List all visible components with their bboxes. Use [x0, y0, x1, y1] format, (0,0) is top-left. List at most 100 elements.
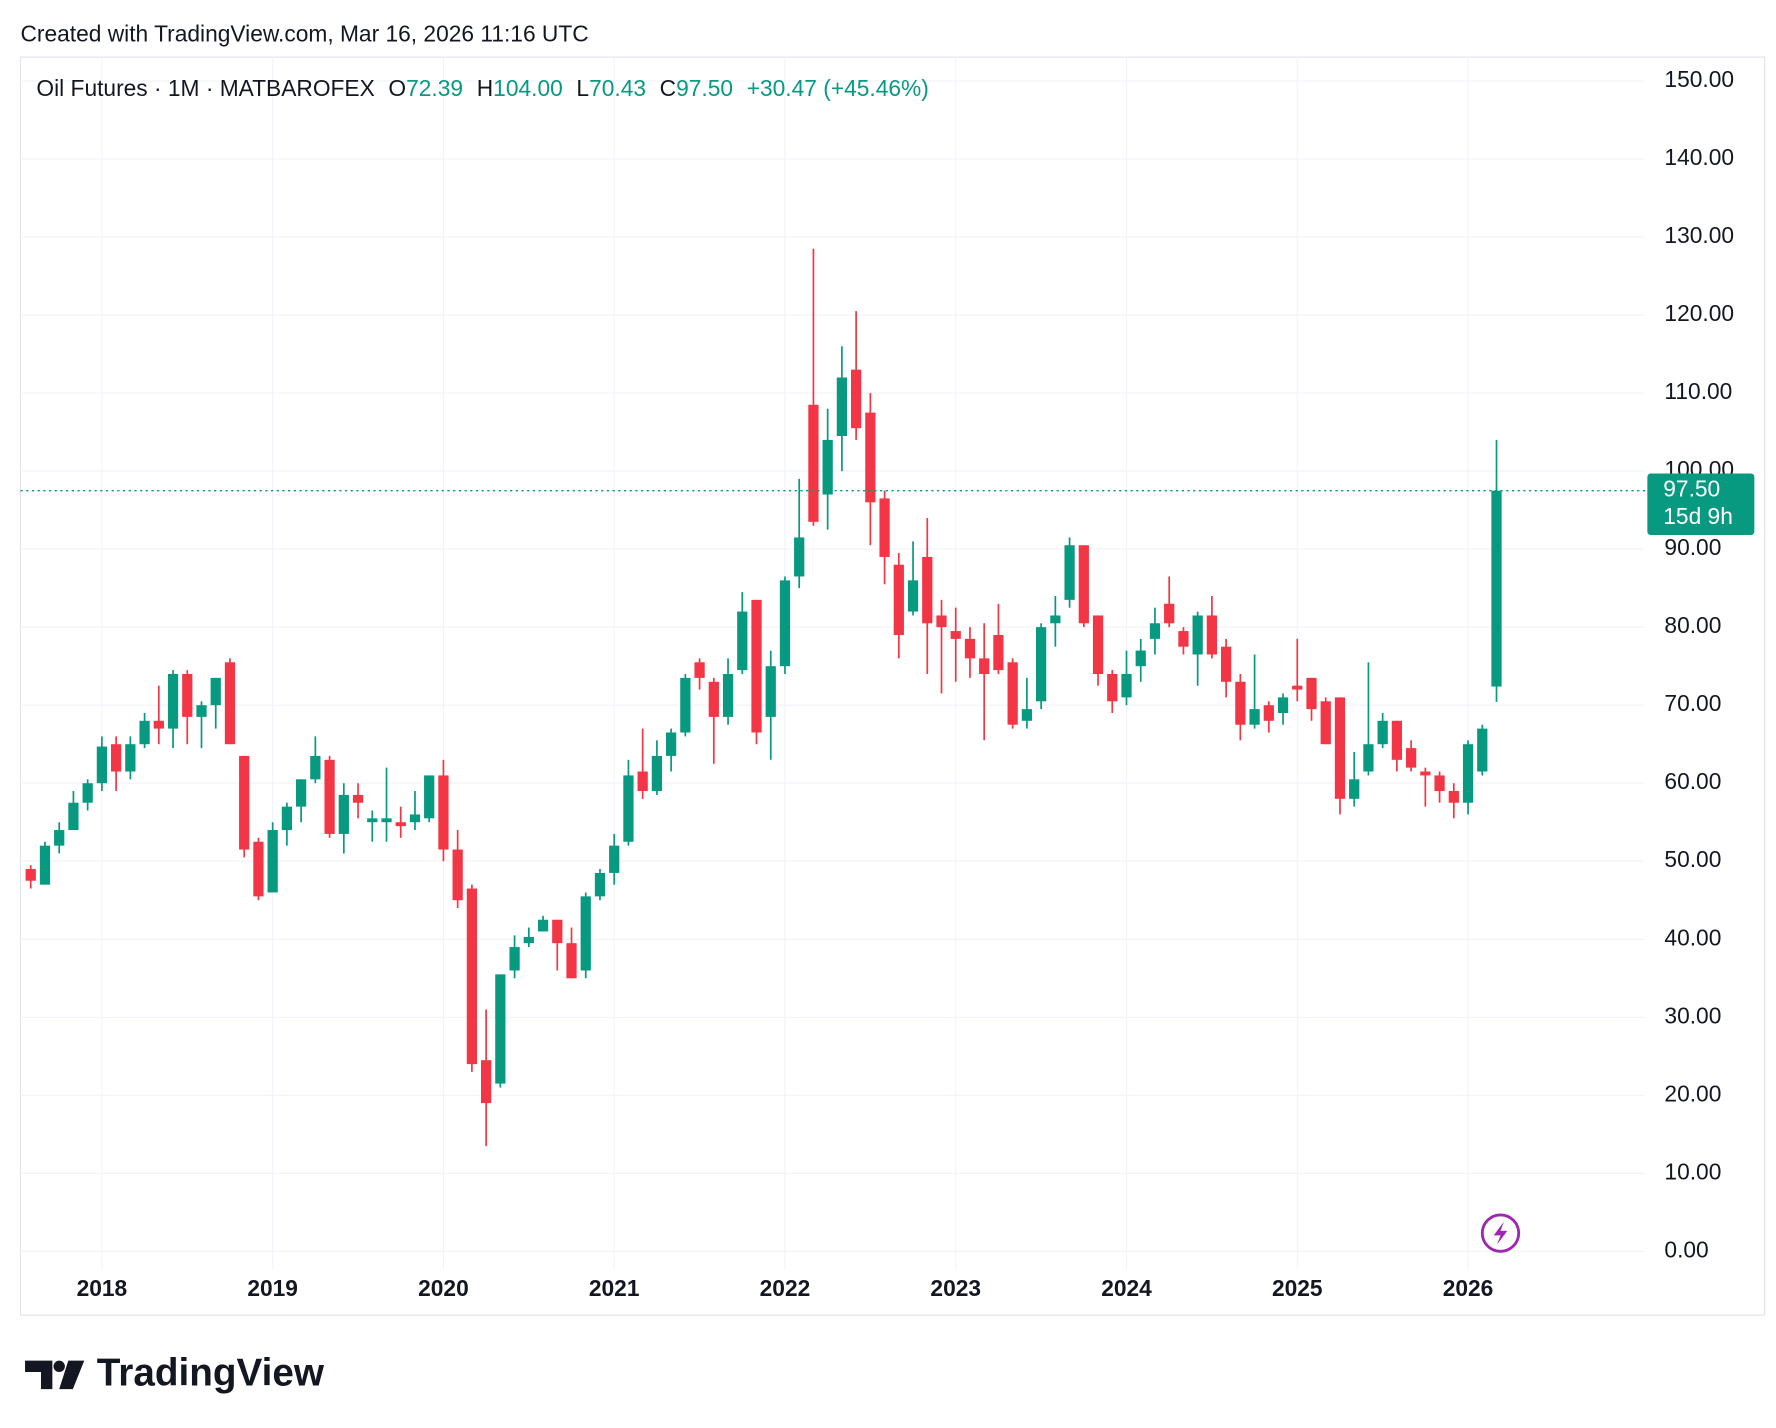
candle-body: [637, 771, 648, 792]
candle-body: [367, 818, 378, 823]
legend-value: 97.50: [676, 75, 733, 101]
y-tick-label: 110.00: [1664, 378, 1732, 404]
x-tick-label: 2020: [418, 1275, 469, 1301]
created-note: Created with TradingView.com, Mar 16, 20…: [20, 20, 588, 46]
legend-value: 72.39: [406, 75, 463, 101]
y-tick-label: 70.00: [1664, 690, 1721, 716]
x-tick-label: 2023: [930, 1275, 981, 1301]
candle-body: [794, 537, 805, 577]
candle-body: [25, 869, 36, 881]
candle-body: [466, 888, 478, 1065]
candle-body: [182, 673, 193, 717]
candle-body: [1178, 631, 1189, 647]
candle-body: [1007, 662, 1018, 725]
y-tick-label: 40.00: [1664, 924, 1721, 950]
candle-body: [865, 412, 876, 503]
candle-body: [1306, 677, 1317, 710]
x-tick-label: 2018: [77, 1275, 128, 1301]
legend-key: C: [660, 75, 676, 101]
candle-body: [751, 599, 762, 733]
y-tick-label: 150.00: [1664, 66, 1734, 92]
legend-key: L: [576, 75, 589, 101]
logo-icon: [25, 1360, 85, 1390]
candle-body: [452, 849, 463, 901]
candle-body: [111, 744, 122, 772]
y-tick-label: 0.00: [1664, 1236, 1708, 1262]
candle-body: [722, 673, 734, 717]
candle-body: [1349, 779, 1360, 799]
candle-body: [54, 830, 65, 846]
candle-body: [495, 974, 506, 1084]
candle-body: [139, 720, 150, 745]
candle-body: [1036, 627, 1047, 702]
candle-body: [950, 631, 961, 639]
candle-body: [1462, 744, 1474, 803]
y-tick-label: 30.00: [1664, 1002, 1721, 1028]
candle-body: [765, 666, 776, 717]
legend-value: 104.00: [493, 75, 563, 101]
candle-body: [1434, 775, 1445, 792]
candle-body: [253, 841, 264, 897]
candle-body: [381, 818, 392, 823]
candle-body: [82, 783, 93, 803]
candle-body: [922, 556, 933, 624]
candle-body: [1206, 615, 1218, 655]
price-tag-countdown: 15d 9h: [1663, 503, 1733, 529]
candle-body: [96, 746, 108, 784]
candle-body: [964, 638, 976, 659]
y-tick-label: 140.00: [1664, 144, 1734, 170]
candle-body: [1064, 545, 1075, 600]
y-tick-label: 130.00: [1664, 222, 1734, 248]
candle-body: [651, 755, 663, 792]
candle-body: [566, 943, 577, 979]
candle-body: [395, 822, 406, 827]
candle-body: [1263, 705, 1274, 721]
candle-body: [39, 845, 51, 885]
legend-symbol: Oil Futures · 1M · MATBAROFEX: [36, 75, 374, 101]
candle-body: [907, 580, 919, 612]
candle-body: [352, 794, 364, 803]
candle-body: [1050, 615, 1061, 624]
candle-body: [1477, 728, 1488, 772]
candle-body: [666, 732, 677, 756]
x-tick-label: 2019: [247, 1275, 298, 1301]
candle-body: [438, 775, 449, 850]
candle-body: [281, 806, 293, 831]
candle-body: [979, 658, 990, 674]
candle-body: [822, 439, 833, 495]
price-tag: [1647, 473, 1755, 536]
candle-body: [125, 744, 136, 772]
candle-body: [153, 720, 164, 729]
y-tick-label: 80.00: [1664, 612, 1721, 638]
candle-body: [1334, 697, 1346, 799]
candle-body: [1406, 748, 1417, 768]
legend-key: O: [388, 75, 406, 101]
legend-key: H: [477, 75, 493, 101]
candle-body: [779, 580, 791, 667]
y-tick-label: 10.00: [1664, 1158, 1721, 1184]
candle-body: [68, 802, 79, 831]
candle-body: [1391, 720, 1403, 760]
candle-body: [936, 615, 947, 628]
y-tick-label: 120.00: [1664, 300, 1734, 326]
y-tick-label: 60.00: [1664, 768, 1721, 794]
candle-body: [167, 673, 179, 729]
candle-body: [1221, 646, 1232, 682]
candle-body: [1420, 771, 1431, 776]
candle-body: [1377, 720, 1388, 745]
x-tick-label: 2024: [1101, 1275, 1152, 1301]
candle-body: [210, 677, 221, 706]
candle-body: [1491, 490, 1502, 687]
candle-body: [694, 662, 705, 678]
candle-body: [1277, 697, 1289, 713]
candle-body: [310, 755, 321, 780]
candle-body: [594, 872, 606, 897]
candle-body: [708, 681, 719, 717]
y-tick-label: 90.00: [1664, 534, 1721, 560]
candle-body: [296, 779, 307, 807]
candle-body: [680, 677, 691, 733]
candle-body: [580, 896, 591, 971]
logo-text: TradingView: [97, 1352, 325, 1395]
y-tick-label: 20.00: [1664, 1080, 1721, 1106]
